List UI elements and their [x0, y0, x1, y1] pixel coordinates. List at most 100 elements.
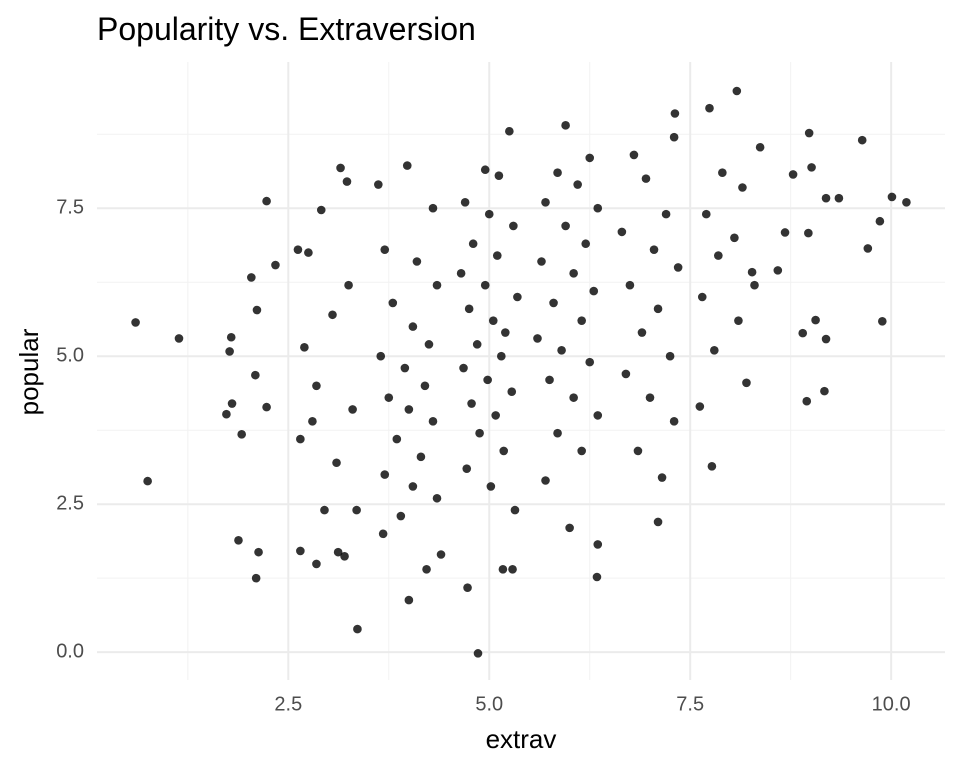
- point: [593, 540, 603, 549]
- point: [549, 298, 558, 308]
- point: [878, 316, 887, 326]
- point: [312, 559, 321, 569]
- point: [505, 126, 514, 136]
- point: [252, 305, 262, 315]
- point: [344, 280, 353, 290]
- point: [657, 473, 667, 482]
- point: [508, 565, 517, 574]
- point: [798, 328, 808, 338]
- point: [492, 251, 502, 260]
- point: [262, 196, 271, 206]
- point: [251, 370, 260, 380]
- point: [561, 221, 570, 231]
- point: [773, 266, 783, 275]
- point: [428, 203, 438, 213]
- point: [396, 511, 406, 521]
- point: [380, 470, 390, 479]
- point: [750, 280, 759, 290]
- point: [499, 446, 509, 456]
- point: [653, 517, 663, 527]
- point: [225, 347, 234, 356]
- x-tick-label: 5.0: [475, 693, 503, 715]
- point: [513, 292, 522, 302]
- point: [557, 345, 566, 355]
- point: [541, 197, 550, 207]
- point: [300, 343, 309, 352]
- point: [617, 227, 627, 237]
- point: [714, 251, 723, 260]
- point: [497, 351, 506, 361]
- point: [484, 209, 494, 219]
- point: [541, 476, 550, 485]
- point: [498, 565, 508, 574]
- point: [553, 168, 562, 177]
- point: [340, 551, 349, 561]
- point: [384, 393, 394, 402]
- point: [467, 399, 476, 408]
- point: [755, 142, 765, 152]
- point: [585, 153, 595, 163]
- point: [296, 434, 305, 444]
- point: [804, 228, 813, 238]
- point: [707, 462, 717, 471]
- x-tick-label: 2.5: [274, 693, 302, 715]
- point: [336, 163, 345, 173]
- point: [436, 550, 446, 559]
- point: [653, 304, 663, 314]
- point: [237, 430, 246, 439]
- point: [422, 565, 431, 574]
- point: [661, 209, 671, 219]
- point: [533, 334, 542, 343]
- point: [649, 245, 659, 254]
- point: [742, 378, 751, 388]
- point: [131, 318, 140, 327]
- y-tick-label: 0.0: [56, 640, 84, 662]
- point: [561, 121, 570, 130]
- point: [811, 315, 820, 325]
- point: [780, 228, 790, 237]
- point: [378, 529, 388, 539]
- point: [673, 263, 683, 272]
- point: [857, 135, 867, 145]
- point: [701, 209, 711, 219]
- point: [374, 180, 383, 189]
- point: [332, 458, 341, 468]
- point: [400, 363, 410, 373]
- point: [234, 535, 243, 545]
- point: [589, 286, 599, 296]
- point: [820, 386, 829, 396]
- point: [412, 257, 422, 266]
- point: [424, 340, 434, 349]
- point: [376, 351, 386, 361]
- point: [738, 183, 747, 192]
- point: [788, 170, 798, 179]
- point: [569, 393, 578, 402]
- point: [308, 417, 317, 426]
- point: [593, 203, 603, 213]
- point: [834, 193, 844, 203]
- chart-title: Popularity vs. Extraversion: [97, 11, 476, 47]
- point: [472, 340, 482, 349]
- point: [293, 245, 303, 254]
- point: [577, 446, 586, 456]
- point: [408, 482, 418, 491]
- point: [480, 165, 490, 175]
- point: [456, 269, 466, 278]
- point: [320, 505, 329, 515]
- point: [251, 573, 261, 583]
- point: [507, 387, 517, 397]
- point: [821, 334, 831, 344]
- point: [645, 393, 655, 402]
- point: [226, 332, 236, 342]
- point: [473, 649, 483, 658]
- point: [565, 523, 574, 533]
- point: [730, 233, 739, 243]
- point: [247, 273, 256, 282]
- point: [670, 109, 680, 118]
- point: [460, 197, 470, 207]
- point: [537, 257, 546, 266]
- point: [296, 546, 305, 556]
- point: [459, 363, 468, 373]
- point: [821, 193, 831, 203]
- point: [328, 310, 337, 320]
